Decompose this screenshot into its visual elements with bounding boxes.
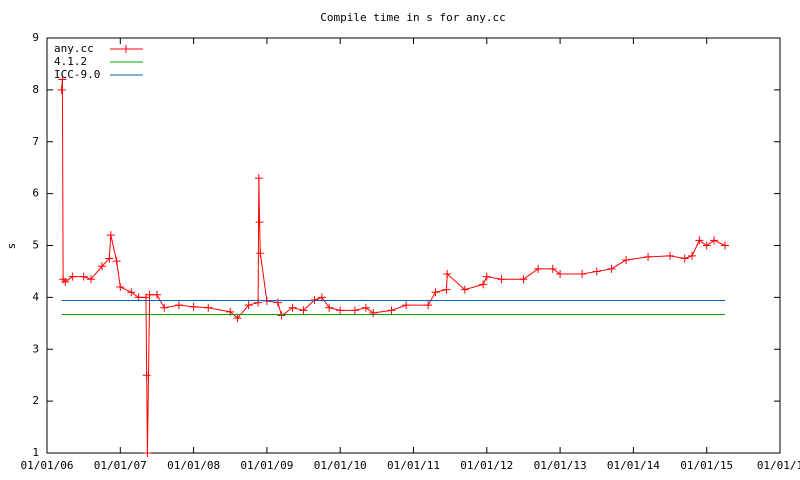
legend-label: any.cc [54, 42, 94, 55]
point-marker [350, 306, 359, 315]
point-marker [325, 303, 334, 312]
point-marker [710, 236, 719, 245]
x-tick-label: 01/01/12 [460, 459, 513, 472]
x-tick-label: 01/01/08 [167, 459, 220, 472]
point-marker [680, 254, 689, 263]
x-tick-label: 01/01/11 [387, 459, 440, 472]
x-tick-label: 01/01/14 [607, 459, 660, 472]
point-marker [299, 306, 308, 315]
y-tick-label: 8 [32, 83, 39, 96]
point-marker [145, 290, 154, 299]
point-marker [79, 272, 88, 281]
point-marker [105, 254, 114, 263]
x-tick-label: 01/01/10 [314, 459, 367, 472]
y-tick-label: 1 [32, 446, 39, 459]
plot-frame [46, 37, 781, 454]
point-marker [244, 301, 253, 310]
point-marker [721, 241, 730, 250]
point-marker [68, 272, 77, 281]
point-marker [622, 256, 631, 265]
point-marker [152, 290, 161, 299]
x-tick-label: 01/01/1 [757, 459, 800, 472]
point-marker [336, 306, 345, 315]
point-marker [666, 251, 675, 260]
point-marker [142, 371, 151, 380]
point-marker [688, 251, 697, 260]
point-marker [116, 283, 125, 291]
point-marker [695, 236, 704, 245]
point-marker [277, 311, 286, 320]
point-marker [160, 303, 169, 312]
y-tick-label: 9 [32, 31, 39, 44]
point-marker [256, 249, 265, 258]
x-tick-label: 01/01/06 [21, 459, 74, 472]
point-marker [310, 295, 319, 304]
point-marker [592, 267, 601, 276]
point-marker [424, 301, 433, 310]
chart-title: Compile time in s for any.cc [320, 11, 505, 24]
point-marker [387, 306, 396, 315]
y-tick-label: 7 [32, 135, 39, 148]
point-marker [548, 264, 557, 273]
point-marker [497, 275, 506, 284]
point-marker [255, 218, 264, 227]
point-marker [58, 75, 67, 84]
series-line [61, 79, 726, 454]
point-marker [644, 252, 653, 261]
point-marker [97, 262, 106, 271]
point-marker [86, 275, 95, 284]
point-marker [479, 280, 488, 289]
x-tick-label: 01/01/15 [680, 459, 733, 472]
point-marker [143, 449, 152, 457]
point-marker [578, 270, 587, 279]
point-marker [57, 85, 66, 94]
point-marker [443, 270, 452, 279]
x-tick-label: 01/01/09 [240, 459, 293, 472]
point-marker [556, 270, 565, 279]
y-tick-label: 3 [32, 342, 39, 355]
point-marker [361, 303, 370, 312]
point-marker [254, 298, 263, 307]
point-marker [534, 264, 543, 273]
point-marker [607, 264, 616, 273]
point-marker [482, 272, 491, 281]
point-marker [442, 285, 451, 294]
x-tick-label: 01/01/07 [94, 459, 147, 472]
point-marker [254, 174, 263, 183]
point-marker [288, 303, 297, 312]
y-tick-label: 6 [32, 187, 39, 200]
point-marker [127, 288, 136, 297]
y-tick-label: 2 [32, 394, 39, 407]
point-marker [402, 301, 411, 310]
point-marker [460, 285, 469, 294]
legend-label: 4.1.2 [54, 55, 87, 68]
legend-label: ICC-9.0 [54, 68, 100, 81]
point-marker [174, 301, 183, 310]
point-marker [106, 231, 115, 240]
point-marker [273, 298, 282, 307]
point-marker [189, 302, 198, 311]
point-marker [61, 277, 70, 286]
point-marker [702, 241, 711, 250]
point-marker [233, 314, 242, 323]
y-tick-label: 4 [32, 290, 39, 303]
point-marker [431, 288, 440, 297]
y-axis-label: s [5, 243, 18, 250]
point-marker [519, 275, 528, 284]
point-marker [204, 303, 213, 312]
legend-marker [122, 45, 130, 53]
point-marker [112, 257, 121, 266]
x-tick-label: 01/01/13 [534, 459, 587, 472]
y-tick-label: 5 [32, 239, 39, 252]
point-marker [262, 297, 271, 306]
point-marker [369, 308, 378, 317]
